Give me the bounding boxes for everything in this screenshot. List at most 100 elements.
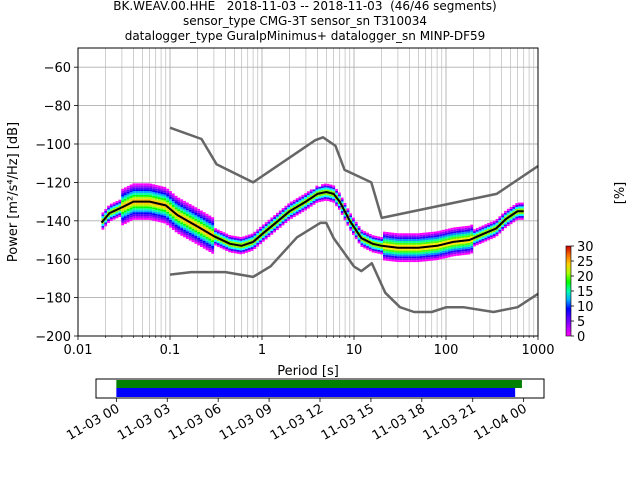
histogram-cell xyxy=(357,239,361,242)
histogram-cell xyxy=(475,241,479,244)
histogram-cell xyxy=(413,240,417,243)
histogram-cell xyxy=(278,221,282,224)
histogram-cell xyxy=(191,219,195,222)
histogram-cell xyxy=(129,207,133,210)
histogram-cell xyxy=(126,220,130,223)
histogram-cell xyxy=(382,256,386,259)
histogram-cell xyxy=(185,231,189,234)
histogram-cell xyxy=(411,256,414,259)
histogram-cell xyxy=(242,247,246,250)
histogram-cell xyxy=(411,248,414,251)
histogram-cell xyxy=(163,217,167,220)
x-tick-label: 0.1 xyxy=(160,343,181,358)
histogram-cell xyxy=(411,260,414,263)
histogram-cell xyxy=(188,238,192,241)
histogram-cell xyxy=(309,191,313,194)
y-tick-label: −140 xyxy=(35,215,71,230)
histogram-cell xyxy=(402,258,406,261)
histogram-cell xyxy=(388,241,392,244)
histogram-cell xyxy=(112,213,116,216)
histogram-cell xyxy=(430,235,434,238)
histogram-cell xyxy=(208,221,212,224)
histogram-cell xyxy=(135,187,139,190)
histogram-cell xyxy=(211,236,215,239)
histogram-cell xyxy=(433,248,437,251)
histogram-cell xyxy=(149,218,153,221)
histogram-cell xyxy=(481,235,485,237)
histogram-cell xyxy=(138,217,141,220)
histogram-cell xyxy=(149,214,153,217)
histogram-cell xyxy=(160,190,164,193)
histogram-cell xyxy=(284,211,288,214)
histogram-cell xyxy=(171,216,175,219)
histogram-cell xyxy=(107,209,110,212)
histogram-cell xyxy=(126,199,130,202)
histogram-cell xyxy=(211,217,215,220)
histogram-cell xyxy=(197,241,201,244)
histogram-cell xyxy=(132,192,136,195)
histogram-cell xyxy=(436,238,440,241)
histogram-cell xyxy=(506,210,510,213)
histogram-cell xyxy=(228,240,231,243)
histogram-cell xyxy=(200,229,203,232)
histogram-cell xyxy=(276,212,279,215)
histogram-cell xyxy=(169,210,172,213)
histogram-cell xyxy=(287,207,291,210)
histogram-cell xyxy=(413,250,417,253)
histogram-cell xyxy=(121,194,125,197)
histogram-cell xyxy=(154,200,158,203)
histogram-cell xyxy=(236,246,240,249)
plot-frame xyxy=(77,47,539,337)
histogram-cell xyxy=(439,255,443,258)
y-tick-label: −80 xyxy=(44,100,71,115)
histogram-cell xyxy=(222,232,226,235)
histogram-cell xyxy=(135,216,139,218)
histogram-cell xyxy=(309,199,313,201)
histogram-cell xyxy=(464,252,468,255)
histogram-cell xyxy=(129,205,133,208)
histogram-cell xyxy=(180,206,184,209)
histogram-cell xyxy=(202,227,206,230)
histogram-cell xyxy=(112,202,116,205)
histogram-cell xyxy=(264,222,268,225)
histogram-cell xyxy=(149,195,153,198)
histogram-cell xyxy=(140,185,144,188)
histogram-cell xyxy=(413,244,417,247)
histogram-cell xyxy=(146,210,150,213)
histogram-cell xyxy=(397,242,400,245)
histogram-cell xyxy=(104,210,108,213)
histogram-cell xyxy=(121,223,125,226)
histogram-cell xyxy=(154,208,158,210)
histogram-cell xyxy=(185,215,189,218)
histogram-cell xyxy=(394,250,398,253)
histogram-cell xyxy=(174,226,178,229)
histogram-cell xyxy=(321,199,324,202)
histogram-cell xyxy=(380,239,383,241)
histogram-cell xyxy=(402,237,406,240)
histogram-cell xyxy=(115,204,119,207)
histogram-cell xyxy=(143,214,147,216)
histogram-cell xyxy=(366,246,369,248)
histogram-cell xyxy=(135,194,139,197)
histogram-cell xyxy=(416,252,420,255)
histogram-cell xyxy=(447,255,451,258)
histogram-cell xyxy=(101,227,105,230)
histogram-cell xyxy=(185,233,189,236)
histogram-cell xyxy=(433,233,437,236)
histogram-cell xyxy=(444,254,448,257)
histogram-cell xyxy=(267,225,271,228)
histogram-cell xyxy=(126,197,130,200)
histogram-cell xyxy=(405,233,409,236)
histogram-cell xyxy=(270,217,274,220)
histogram-cell xyxy=(306,200,310,203)
histogram-cell xyxy=(135,217,139,220)
histogram-cell xyxy=(357,237,361,240)
histogram-cell xyxy=(174,203,178,206)
histogram-cell xyxy=(450,243,454,246)
y-axis-label: Power [m²/s⁴/Hz] [dB] xyxy=(6,122,21,262)
histogram-cell xyxy=(101,218,105,221)
histogram-cell xyxy=(126,214,130,217)
histogram-cell xyxy=(157,204,161,207)
histogram-cell xyxy=(177,207,181,210)
histogram-cell xyxy=(124,196,127,199)
